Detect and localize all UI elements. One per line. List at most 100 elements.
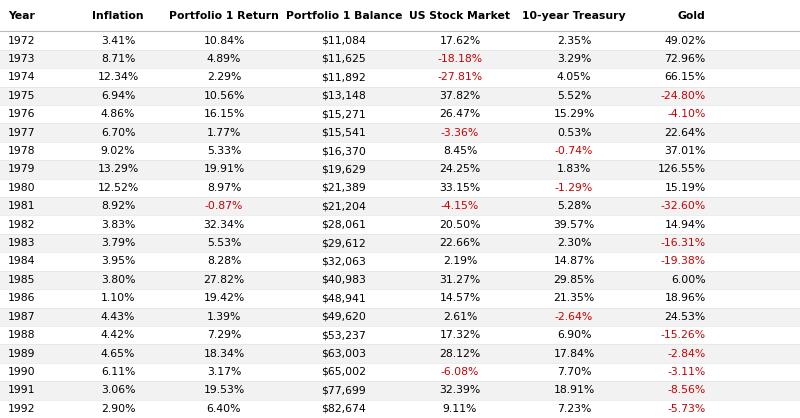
Text: 1976: 1976 [8, 109, 35, 119]
Text: $32,063: $32,063 [322, 257, 366, 267]
Text: $77,699: $77,699 [322, 385, 366, 395]
Text: 24.25%: 24.25% [439, 164, 481, 174]
Text: 15.19%: 15.19% [664, 183, 706, 193]
Text: 4.65%: 4.65% [101, 349, 135, 359]
Text: 1980: 1980 [8, 183, 36, 193]
Text: -4.15%: -4.15% [441, 201, 479, 211]
Text: 72.96%: 72.96% [664, 54, 706, 64]
Text: 3.95%: 3.95% [101, 257, 135, 267]
Text: 1.83%: 1.83% [557, 164, 591, 174]
Bar [0, 400, 800, 418]
Text: 9.11%: 9.11% [443, 404, 477, 414]
Text: 5.33%: 5.33% [207, 146, 241, 156]
Text: 1984: 1984 [8, 257, 35, 267]
Text: 3.06%: 3.06% [101, 385, 135, 395]
Text: 28.12%: 28.12% [439, 349, 481, 359]
Text: 3.79%: 3.79% [101, 238, 135, 248]
Text: 2.90%: 2.90% [101, 404, 135, 414]
Text: 7.29%: 7.29% [207, 330, 241, 340]
Text: 3.17%: 3.17% [207, 367, 241, 377]
Text: 37.01%: 37.01% [664, 146, 706, 156]
Bar [0, 31, 800, 50]
Text: 10.84%: 10.84% [203, 36, 245, 46]
Text: 6.90%: 6.90% [557, 330, 591, 340]
Text: -18.18%: -18.18% [438, 54, 482, 64]
Text: $15,541: $15,541 [322, 127, 366, 138]
Text: 18.91%: 18.91% [554, 385, 594, 395]
Text: $29,612: $29,612 [322, 238, 366, 248]
Text: 17.32%: 17.32% [439, 330, 481, 340]
Bar [0, 68, 800, 87]
Text: 1977: 1977 [8, 127, 35, 138]
Bar [0, 234, 800, 252]
Text: 3.80%: 3.80% [101, 275, 135, 285]
Text: 19.42%: 19.42% [203, 293, 245, 303]
Text: 1.39%: 1.39% [207, 312, 241, 322]
Text: 6.11%: 6.11% [101, 367, 135, 377]
Text: 5.52%: 5.52% [557, 91, 591, 101]
Text: $11,084: $11,084 [322, 36, 366, 46]
Text: 3.29%: 3.29% [557, 54, 591, 64]
Text: 1987: 1987 [8, 312, 35, 322]
Text: 8.45%: 8.45% [443, 146, 477, 156]
Text: $65,002: $65,002 [322, 367, 366, 377]
Text: 14.87%: 14.87% [554, 257, 594, 267]
Text: 22.66%: 22.66% [439, 238, 481, 248]
Bar [0, 308, 800, 326]
Bar [0, 178, 800, 197]
Text: -2.84%: -2.84% [667, 349, 706, 359]
Bar [0, 289, 800, 308]
Text: 32.34%: 32.34% [203, 220, 245, 229]
Text: $15,271: $15,271 [322, 109, 366, 119]
Text: 8.92%: 8.92% [101, 201, 135, 211]
Text: 4.05%: 4.05% [557, 72, 591, 82]
Text: 1979: 1979 [8, 164, 35, 174]
Text: -16.31%: -16.31% [661, 238, 706, 248]
Text: 20.50%: 20.50% [439, 220, 481, 229]
Text: -15.26%: -15.26% [661, 330, 706, 340]
Bar [0, 87, 800, 105]
Text: 1988: 1988 [8, 330, 35, 340]
Text: 1.10%: 1.10% [101, 293, 135, 303]
Text: 4.42%: 4.42% [101, 330, 135, 340]
Text: $53,237: $53,237 [322, 330, 366, 340]
Bar [0, 381, 800, 400]
Text: -0.74%: -0.74% [555, 146, 593, 156]
Bar [0, 344, 800, 363]
Text: 7.70%: 7.70% [557, 367, 591, 377]
Text: 19.91%: 19.91% [203, 164, 245, 174]
Text: 1985: 1985 [8, 275, 35, 285]
Text: US Stock Market: US Stock Market [410, 11, 510, 20]
Text: 6.40%: 6.40% [206, 404, 242, 414]
Text: 24.53%: 24.53% [664, 312, 706, 322]
Text: 2.35%: 2.35% [557, 36, 591, 46]
Text: $40,983: $40,983 [322, 275, 366, 285]
Text: 19.53%: 19.53% [203, 385, 245, 395]
Text: 17.84%: 17.84% [554, 349, 594, 359]
Text: $16,370: $16,370 [322, 146, 366, 156]
Text: 1975: 1975 [8, 91, 35, 101]
Text: 8.28%: 8.28% [207, 257, 241, 267]
Text: 13.29%: 13.29% [98, 164, 138, 174]
Text: 8.97%: 8.97% [207, 183, 241, 193]
Text: 2.30%: 2.30% [557, 238, 591, 248]
Text: 12.52%: 12.52% [98, 183, 138, 193]
Text: 1974: 1974 [8, 72, 35, 82]
Text: 1986: 1986 [8, 293, 35, 303]
Text: 37.82%: 37.82% [439, 91, 481, 101]
Bar [0, 160, 800, 178]
Text: 16.15%: 16.15% [203, 109, 245, 119]
Text: 31.27%: 31.27% [439, 275, 481, 285]
Text: 14.57%: 14.57% [439, 293, 481, 303]
Text: 4.89%: 4.89% [207, 54, 241, 64]
Text: 12.34%: 12.34% [98, 72, 138, 82]
Text: 5.53%: 5.53% [207, 238, 241, 248]
Text: -0.87%: -0.87% [205, 201, 243, 211]
Text: 26.47%: 26.47% [439, 109, 481, 119]
Text: 29.85%: 29.85% [554, 275, 594, 285]
Text: $82,674: $82,674 [322, 404, 366, 414]
Text: 9.02%: 9.02% [101, 146, 135, 156]
Text: -8.56%: -8.56% [667, 385, 706, 395]
Text: Portfolio 1 Balance: Portfolio 1 Balance [286, 11, 402, 20]
Text: $49,620: $49,620 [322, 312, 366, 322]
